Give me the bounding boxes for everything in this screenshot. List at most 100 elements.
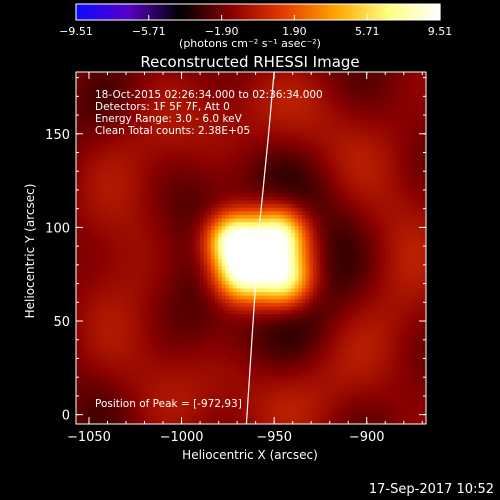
heatmap-cell	[210, 123, 216, 128]
heatmap-cell	[331, 72, 336, 77]
heatmap-cell	[229, 94, 234, 99]
heatmap-cell	[203, 167, 208, 172]
heatmap-cell	[385, 105, 391, 110]
heatmap-cell	[261, 248, 267, 253]
heatmap-cell	[97, 163, 103, 168]
heatmap-cell	[112, 248, 117, 253]
heatmap-cell	[101, 79, 106, 84]
heatmap-cell	[94, 72, 99, 77]
heatmap-cell	[86, 218, 92, 223]
heatmap-cell	[342, 185, 347, 190]
heatmap-cell	[331, 90, 336, 95]
heatmap-cell	[159, 127, 164, 132]
heatmap-cell	[185, 90, 190, 95]
heatmap-cell	[254, 244, 259, 249]
heatmap-cell	[258, 79, 263, 84]
heatmap-cell	[134, 119, 139, 124]
heatmap-cell	[393, 141, 398, 146]
heatmap-cell	[265, 101, 270, 106]
heatmap-cell	[181, 123, 186, 128]
heatmap-cell	[360, 237, 365, 242]
heatmap-cell	[174, 240, 179, 245]
heatmap-cell	[86, 211, 92, 216]
heatmap-cell	[148, 119, 154, 124]
heatmap-cell	[407, 119, 412, 124]
heatmap-cell	[367, 240, 372, 245]
heatmap-cell	[371, 112, 376, 117]
heatmap-cell	[356, 130, 361, 135]
heatmap-cell	[97, 86, 103, 91]
heatmap-cell	[389, 152, 394, 157]
heatmap-cell	[316, 222, 321, 227]
heatmap-cell	[83, 233, 88, 238]
heatmap-cell	[145, 215, 150, 220]
heatmap-cell	[283, 134, 288, 139]
heatmap-cell	[396, 130, 401, 135]
heatmap-cell	[221, 152, 226, 157]
heatmap-cell	[338, 97, 343, 102]
heatmap-cell	[280, 174, 285, 179]
heatmap-cell	[371, 229, 376, 234]
heatmap-cell	[116, 105, 121, 110]
heatmap-cell	[327, 233, 332, 238]
heatmap-cell	[360, 185, 365, 190]
heatmap-cell	[185, 229, 190, 234]
heatmap-cell	[112, 90, 117, 95]
heatmap-cell	[415, 86, 420, 91]
heatmap-cell	[90, 167, 95, 172]
heatmap-cell	[280, 222, 285, 227]
heatmap-cell	[127, 211, 132, 216]
heatmap-cell	[400, 152, 405, 157]
heatmap-cell	[163, 145, 168, 150]
heatmap-cell	[127, 229, 132, 234]
heatmap-cell	[112, 193, 117, 198]
heatmap-cell	[152, 101, 157, 106]
heatmap-cell	[261, 123, 267, 128]
heatmap-cell	[86, 163, 92, 168]
heatmap-cell	[76, 193, 81, 198]
heatmap-cell	[356, 149, 361, 154]
heatmap-cell	[141, 141, 146, 146]
heatmap-cell	[207, 240, 212, 245]
heatmap-cell	[407, 200, 412, 205]
heatmap-cell	[287, 152, 292, 157]
heatmap-cell	[119, 83, 124, 88]
colorbar-swatch	[200, 4, 204, 20]
heatmap-cell	[349, 75, 354, 80]
heatmap-cell	[345, 105, 350, 110]
heatmap-cell	[371, 160, 376, 165]
heatmap-cell	[236, 196, 241, 201]
heatmap-cell	[127, 248, 132, 253]
heatmap-cell	[145, 233, 150, 238]
heatmap-cell	[221, 105, 226, 110]
heatmap-cell	[170, 149, 175, 154]
heatmap-cell	[389, 218, 394, 223]
heatmap-cell	[86, 105, 92, 110]
heatmap-cell	[192, 178, 197, 183]
heatmap-cell	[418, 97, 423, 102]
heatmap-cell	[108, 233, 113, 238]
heatmap-cell	[145, 204, 150, 209]
heatmap-cell	[101, 193, 106, 198]
heatmap-cell	[79, 248, 84, 253]
heatmap-cell	[349, 229, 354, 234]
heatmap-cell	[265, 248, 270, 253]
heatmap-cell	[385, 72, 391, 77]
heatmap-cell	[345, 215, 350, 220]
heatmap-cell	[396, 97, 401, 102]
heatmap-cell	[134, 105, 139, 110]
heatmap-cell	[331, 182, 336, 187]
heatmap-cell	[101, 86, 106, 91]
heatmap-cell	[385, 90, 391, 95]
heatmap-cell	[199, 248, 205, 253]
heatmap-cell	[240, 251, 245, 256]
heatmap-cell	[396, 152, 401, 157]
heatmap-cell	[389, 127, 394, 132]
heatmap-cell	[156, 211, 161, 216]
heatmap-cell	[305, 90, 310, 95]
heatmap-cell	[342, 90, 347, 95]
heatmap-cell	[302, 244, 307, 249]
heatmap-cell	[163, 127, 168, 132]
heatmap-cell	[305, 171, 310, 176]
colorbar-swatch	[157, 4, 162, 20]
